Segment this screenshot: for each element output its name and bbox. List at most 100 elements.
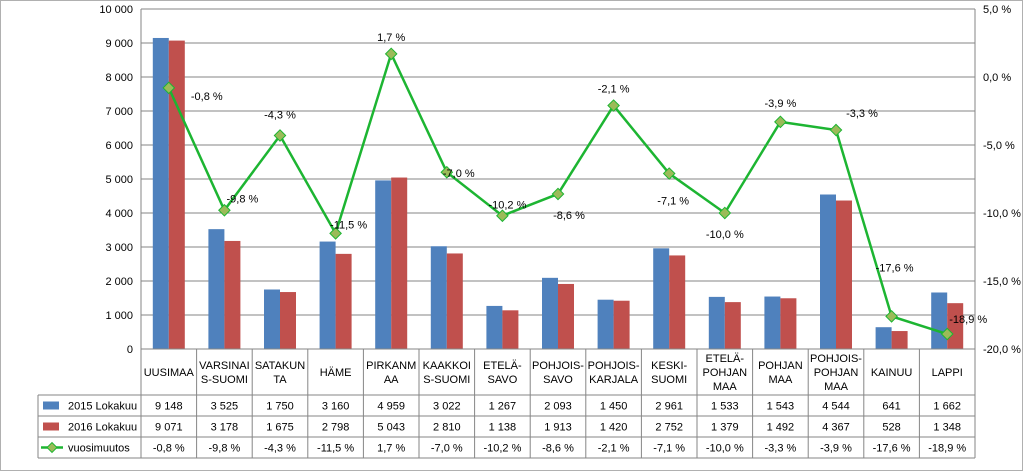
- point-label: -10,2 %: [488, 200, 526, 212]
- table-cell-value: 1 533: [711, 401, 739, 413]
- table-cell-value: 1,7 %: [377, 443, 405, 455]
- category-label: SATAKUN: [255, 360, 305, 372]
- table-cell-value: -8,6 %: [542, 443, 574, 455]
- table-cell-value: 4 959: [377, 401, 405, 413]
- y-left-tick-label: 8 000: [105, 72, 133, 84]
- bar-2015: [708, 296, 725, 349]
- table-cell-value: 1 913: [544, 422, 572, 434]
- bar-2015: [764, 296, 781, 349]
- category-label: S-SUOMI: [201, 374, 248, 386]
- category-label: POHJOIS-: [810, 353, 862, 365]
- y-left-tick-label: 7 000: [105, 106, 133, 118]
- bar-2015: [597, 299, 614, 349]
- bar-2015: [375, 180, 392, 349]
- bar-2016: [446, 253, 463, 349]
- category-label: KARJALA: [589, 374, 639, 386]
- bar-2015: [931, 292, 948, 349]
- category-label: KESKI-: [651, 360, 687, 372]
- legend-series-name: vuosimuutos: [68, 443, 130, 455]
- table-cell-value: -2,1 %: [598, 443, 630, 455]
- bar-2015: [208, 229, 225, 349]
- line-point-marker: [718, 206, 732, 220]
- table-cell-value: -9,8 %: [209, 443, 241, 455]
- bar-2016: [224, 240, 241, 349]
- table-cell-value: 1 675: [266, 422, 294, 434]
- category-label: S-SUOMI: [423, 374, 470, 386]
- bar-2015: [875, 327, 892, 349]
- bar-2015: [542, 277, 558, 349]
- table-cell-value: 1 450: [600, 401, 628, 413]
- y-right-tick-label: 0,0 %: [983, 72, 1011, 84]
- bar-2016: [836, 200, 852, 349]
- bar-2016: [168, 40, 185, 349]
- table-cell-value: 2 810: [433, 422, 461, 434]
- point-label: -10,0 %: [706, 229, 744, 241]
- table-cell-value: -17,6 %: [873, 443, 911, 455]
- table-cell-value: -0,8 %: [153, 443, 185, 455]
- category-label: VARSINAI: [199, 360, 250, 372]
- y-right-tick-label: -5,0 %: [983, 140, 1015, 152]
- line-point-marker: [940, 327, 954, 341]
- line-point-marker: [774, 115, 787, 129]
- category-label: ETELÄ-: [483, 360, 522, 372]
- category-label: MAA: [824, 381, 849, 393]
- bar-2015: [430, 246, 447, 349]
- bar-2016: [724, 302, 741, 349]
- table-cell-value: 4 544: [822, 401, 850, 413]
- point-label: -7,1 %: [657, 196, 689, 208]
- y-left-tick-label: 9 000: [105, 38, 133, 50]
- y-left-tick-label: 6 000: [105, 140, 133, 152]
- bar-2015: [653, 248, 670, 349]
- category-label: MAA: [713, 381, 738, 393]
- legend-key-2015: [43, 401, 59, 410]
- category-label: AA: [384, 374, 399, 386]
- category-label: PIRKANM: [366, 360, 416, 372]
- point-label: -11,5 %: [330, 219, 367, 231]
- bar-2015: [486, 305, 503, 349]
- table-cell-value: 1 348: [933, 422, 961, 434]
- table-cell-value: -3,3 %: [765, 443, 797, 455]
- point-label: -7,0 %: [443, 168, 475, 180]
- bar-2016: [280, 292, 296, 349]
- y-left-tick-label: 1 000: [105, 310, 133, 322]
- bar-2016: [891, 331, 908, 349]
- table-cell-value: -11,5 %: [317, 443, 354, 455]
- table-cell-value: 1 420: [600, 422, 628, 434]
- category-label: KAINUU: [871, 367, 913, 379]
- category-label: SUOMI: [651, 374, 687, 386]
- table-cell-value: 641: [882, 401, 900, 413]
- table-cell-value: 2 752: [655, 422, 683, 434]
- table-cell-value: -10,0 %: [706, 443, 744, 455]
- legend-key-2016: [43, 422, 59, 431]
- line-point-marker: [273, 129, 287, 142]
- legend-series-name: 2015 Lokakuu: [68, 401, 137, 413]
- line-point-marker: [218, 203, 231, 217]
- point-label: 1,7 %: [377, 32, 405, 44]
- table-cell-value: 2 093: [544, 401, 572, 413]
- y-right-tick-label: -10,0 %: [983, 208, 1021, 220]
- y-right-tick-label: -15,0 %: [983, 276, 1021, 288]
- line-point-marker: [885, 309, 898, 323]
- table-cell-value: 3 178: [211, 422, 239, 434]
- bar-2016: [558, 283, 574, 349]
- y-left-tick-label: 0: [127, 344, 133, 356]
- bar-2015: [152, 37, 169, 350]
- table-cell-value: 1 662: [933, 401, 961, 413]
- line-point-marker: [384, 47, 398, 61]
- point-label: -3,3 %: [846, 108, 878, 120]
- table-cell-value: -4,3 %: [264, 443, 296, 455]
- point-label: -9,8 %: [227, 193, 259, 205]
- point-label: -2,1 %: [598, 84, 630, 96]
- category-label: HÄME: [320, 367, 352, 379]
- legend-series-name: 2016 Lokakuu: [68, 422, 137, 434]
- table-cell-value: 1 492: [767, 422, 795, 434]
- line-point-marker: [551, 187, 565, 201]
- line-point-marker: [662, 167, 676, 180]
- line-point-marker: [829, 123, 843, 137]
- table-cell-value: 1 379: [711, 422, 739, 434]
- table-cell-value: 3 022: [433, 401, 461, 413]
- point-label: -3,9 %: [765, 98, 797, 110]
- table-cell-value: 1 543: [767, 401, 795, 413]
- table-cell-value: 1 138: [489, 422, 517, 434]
